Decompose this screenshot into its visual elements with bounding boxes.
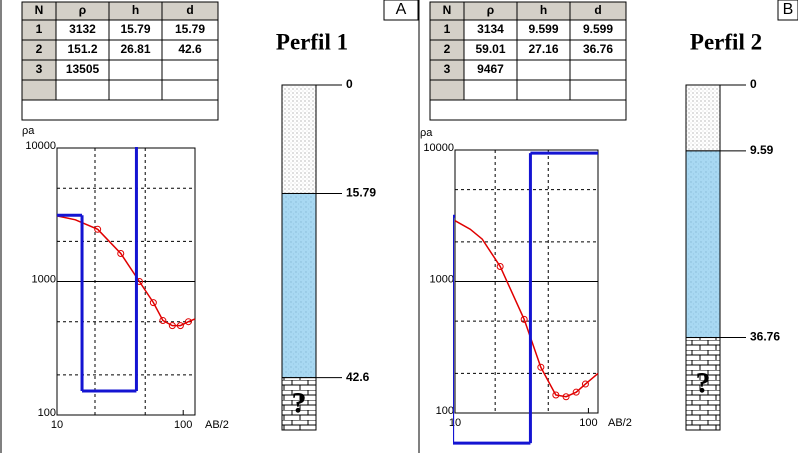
table-value: 9467	[477, 62, 504, 76]
unknown-label: ?	[696, 367, 711, 400]
table-value: 1	[444, 22, 451, 36]
table-header: d	[186, 3, 193, 17]
table-cell	[162, 80, 218, 100]
table-cell	[162, 60, 218, 80]
layer	[282, 85, 316, 193]
table-cell	[22, 80, 56, 100]
table-header: ρ	[487, 3, 494, 17]
table-header: h	[132, 3, 139, 17]
y-tick-label: 1000	[32, 273, 56, 285]
table-value: 2	[36, 42, 43, 56]
panel-label: A	[396, 1, 407, 18]
x-axis-label: AB/2	[205, 419, 229, 431]
y-tick-label: 10000	[423, 142, 454, 154]
table-value: 42.6	[178, 42, 202, 56]
layer	[686, 151, 720, 338]
table-value: 13505	[66, 62, 100, 76]
x-tick-label: 10	[449, 417, 461, 429]
table-cell	[430, 80, 464, 100]
table-value: 9.599	[528, 22, 558, 36]
table-value: 15.79	[175, 22, 205, 36]
layer	[686, 85, 720, 151]
unknown-label: ?	[292, 387, 307, 420]
table-header: d	[594, 3, 601, 17]
table-value: 3132	[69, 22, 96, 36]
panel-title: Perfil 2	[690, 29, 762, 54]
table-cell	[56, 80, 109, 100]
table-cell	[109, 60, 162, 80]
depth-label: 0	[346, 77, 353, 91]
table-header: N	[35, 3, 44, 17]
x-tick-label: 100	[174, 419, 192, 431]
y-tick-label: 100	[38, 407, 56, 419]
screen: APerfil 1Nρhd1313215.7915.792151.226.814…	[0, 0, 798, 453]
depth-label: 15.79	[346, 186, 376, 200]
table-header: h	[540, 3, 547, 17]
table-cell	[109, 80, 162, 100]
depth-label: 36.76	[750, 330, 780, 344]
depth-label: 0	[750, 77, 757, 91]
table-value: 36.76	[583, 42, 613, 56]
table-cell	[517, 60, 570, 80]
panel-title: Perfil 1	[276, 29, 348, 54]
depth-label: 42.6	[346, 370, 370, 384]
x-tick-label: 10	[51, 419, 63, 431]
y-tick-label: 100	[436, 405, 454, 417]
table-header: ρ	[79, 3, 86, 17]
table-value: 9.599	[583, 22, 613, 36]
table-cell	[464, 80, 517, 100]
table-value: 15.79	[120, 22, 150, 36]
table-value: 59.01	[475, 42, 505, 56]
table-cell	[517, 80, 570, 100]
table-value: 26.81	[120, 42, 150, 56]
x-axis-label: AB/2	[608, 417, 632, 429]
depth-label: 9.59	[750, 143, 774, 157]
y-tick-label: 1000	[430, 273, 454, 285]
table-cell	[570, 60, 626, 80]
table-value: 3	[36, 62, 43, 76]
x-tick-label: 100	[579, 417, 597, 429]
table-value: 3134	[477, 22, 504, 36]
table-value: 151.2	[67, 42, 97, 56]
y-axis-label: ρa	[22, 125, 35, 137]
layer	[282, 193, 316, 377]
panel-label: B	[783, 1, 794, 18]
table-header: N	[443, 3, 452, 17]
y-axis-label: ρa	[420, 127, 433, 139]
table-value: 3	[444, 62, 451, 76]
y-tick-label: 10000	[25, 140, 56, 152]
table-value: 27.16	[528, 42, 558, 56]
table-cell	[570, 80, 626, 100]
table-value: 2	[444, 42, 451, 56]
table-value: 1	[36, 22, 43, 36]
